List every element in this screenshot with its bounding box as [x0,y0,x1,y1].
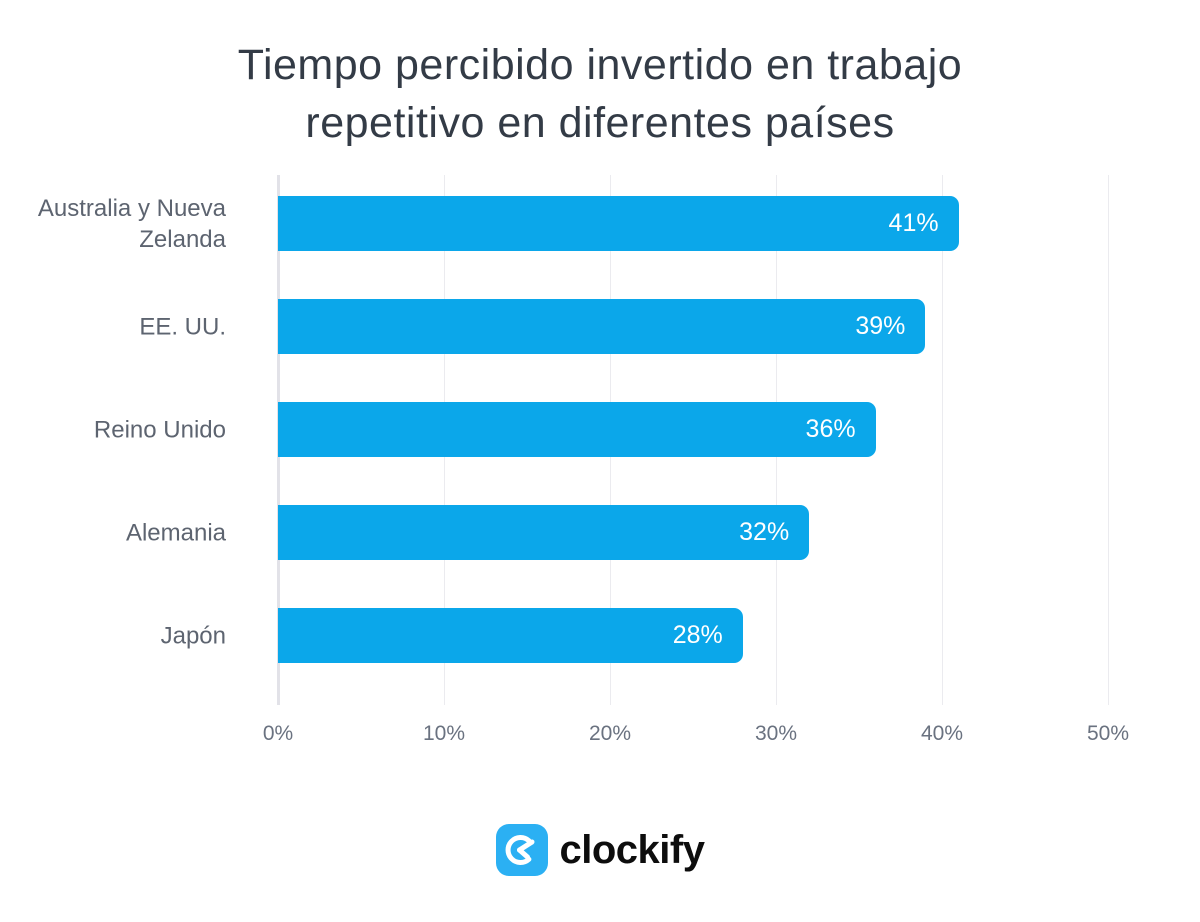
bar-value-label: 28% [672,621,723,649]
bar-value-label: 39% [855,312,906,340]
gridline [942,175,943,705]
bar: 32% [278,505,810,560]
category-label: EE. UU. [139,313,226,340]
bar-value-label: 36% [805,415,856,443]
x-tick-label: 50% [1086,722,1130,745]
bar-value-label: 41% [888,209,939,237]
brand-wordmark: clockify [559,827,705,872]
category-label: Japón [160,622,226,649]
bar: 41% [278,196,959,251]
x-tick-label: 20% [588,722,632,745]
x-tick-label: 30% [754,722,798,745]
x-tick-label: 10% [422,722,466,745]
bar: 39% [278,299,926,354]
brand-logo: clockify [0,824,1200,876]
bar: 36% [278,402,876,457]
bar-value-label: 32% [739,518,790,546]
clockify-clock-icon [495,824,548,876]
plot-area: 41% 39% 36% 32% 28% [277,175,1109,705]
category-label: Reino Unido [93,416,226,443]
chart-title-line1: Tiempo percibido invertido en trabajo [237,41,963,89]
x-tick-label: 40% [920,722,964,745]
bar: 28% [278,608,743,663]
category-label: Australia y Nueva Zelanda [37,194,226,253]
gridline [1108,175,1109,705]
x-tick-label: 0% [262,722,294,745]
x-axis-ticks: 0% 10% 20% 30% 40% 50% [263,722,1129,752]
chart-title-line2: repetitivo en diferentes países [305,99,895,147]
category-label: Alemania [125,519,226,546]
chart-title: Tiempo percibido invertido en trabajo re… [0,36,1200,152]
category-axis: Australia y Nueva Zelanda EE. UU. Reino Un… [12,175,252,705]
